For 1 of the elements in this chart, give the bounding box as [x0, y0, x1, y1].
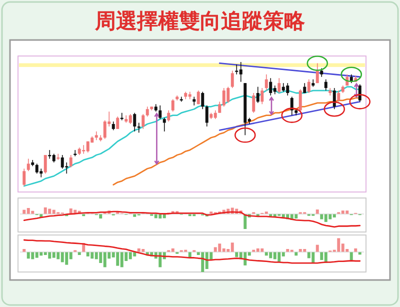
chart-title: 周選擇權雙向追蹤策略: [94, 10, 306, 33]
